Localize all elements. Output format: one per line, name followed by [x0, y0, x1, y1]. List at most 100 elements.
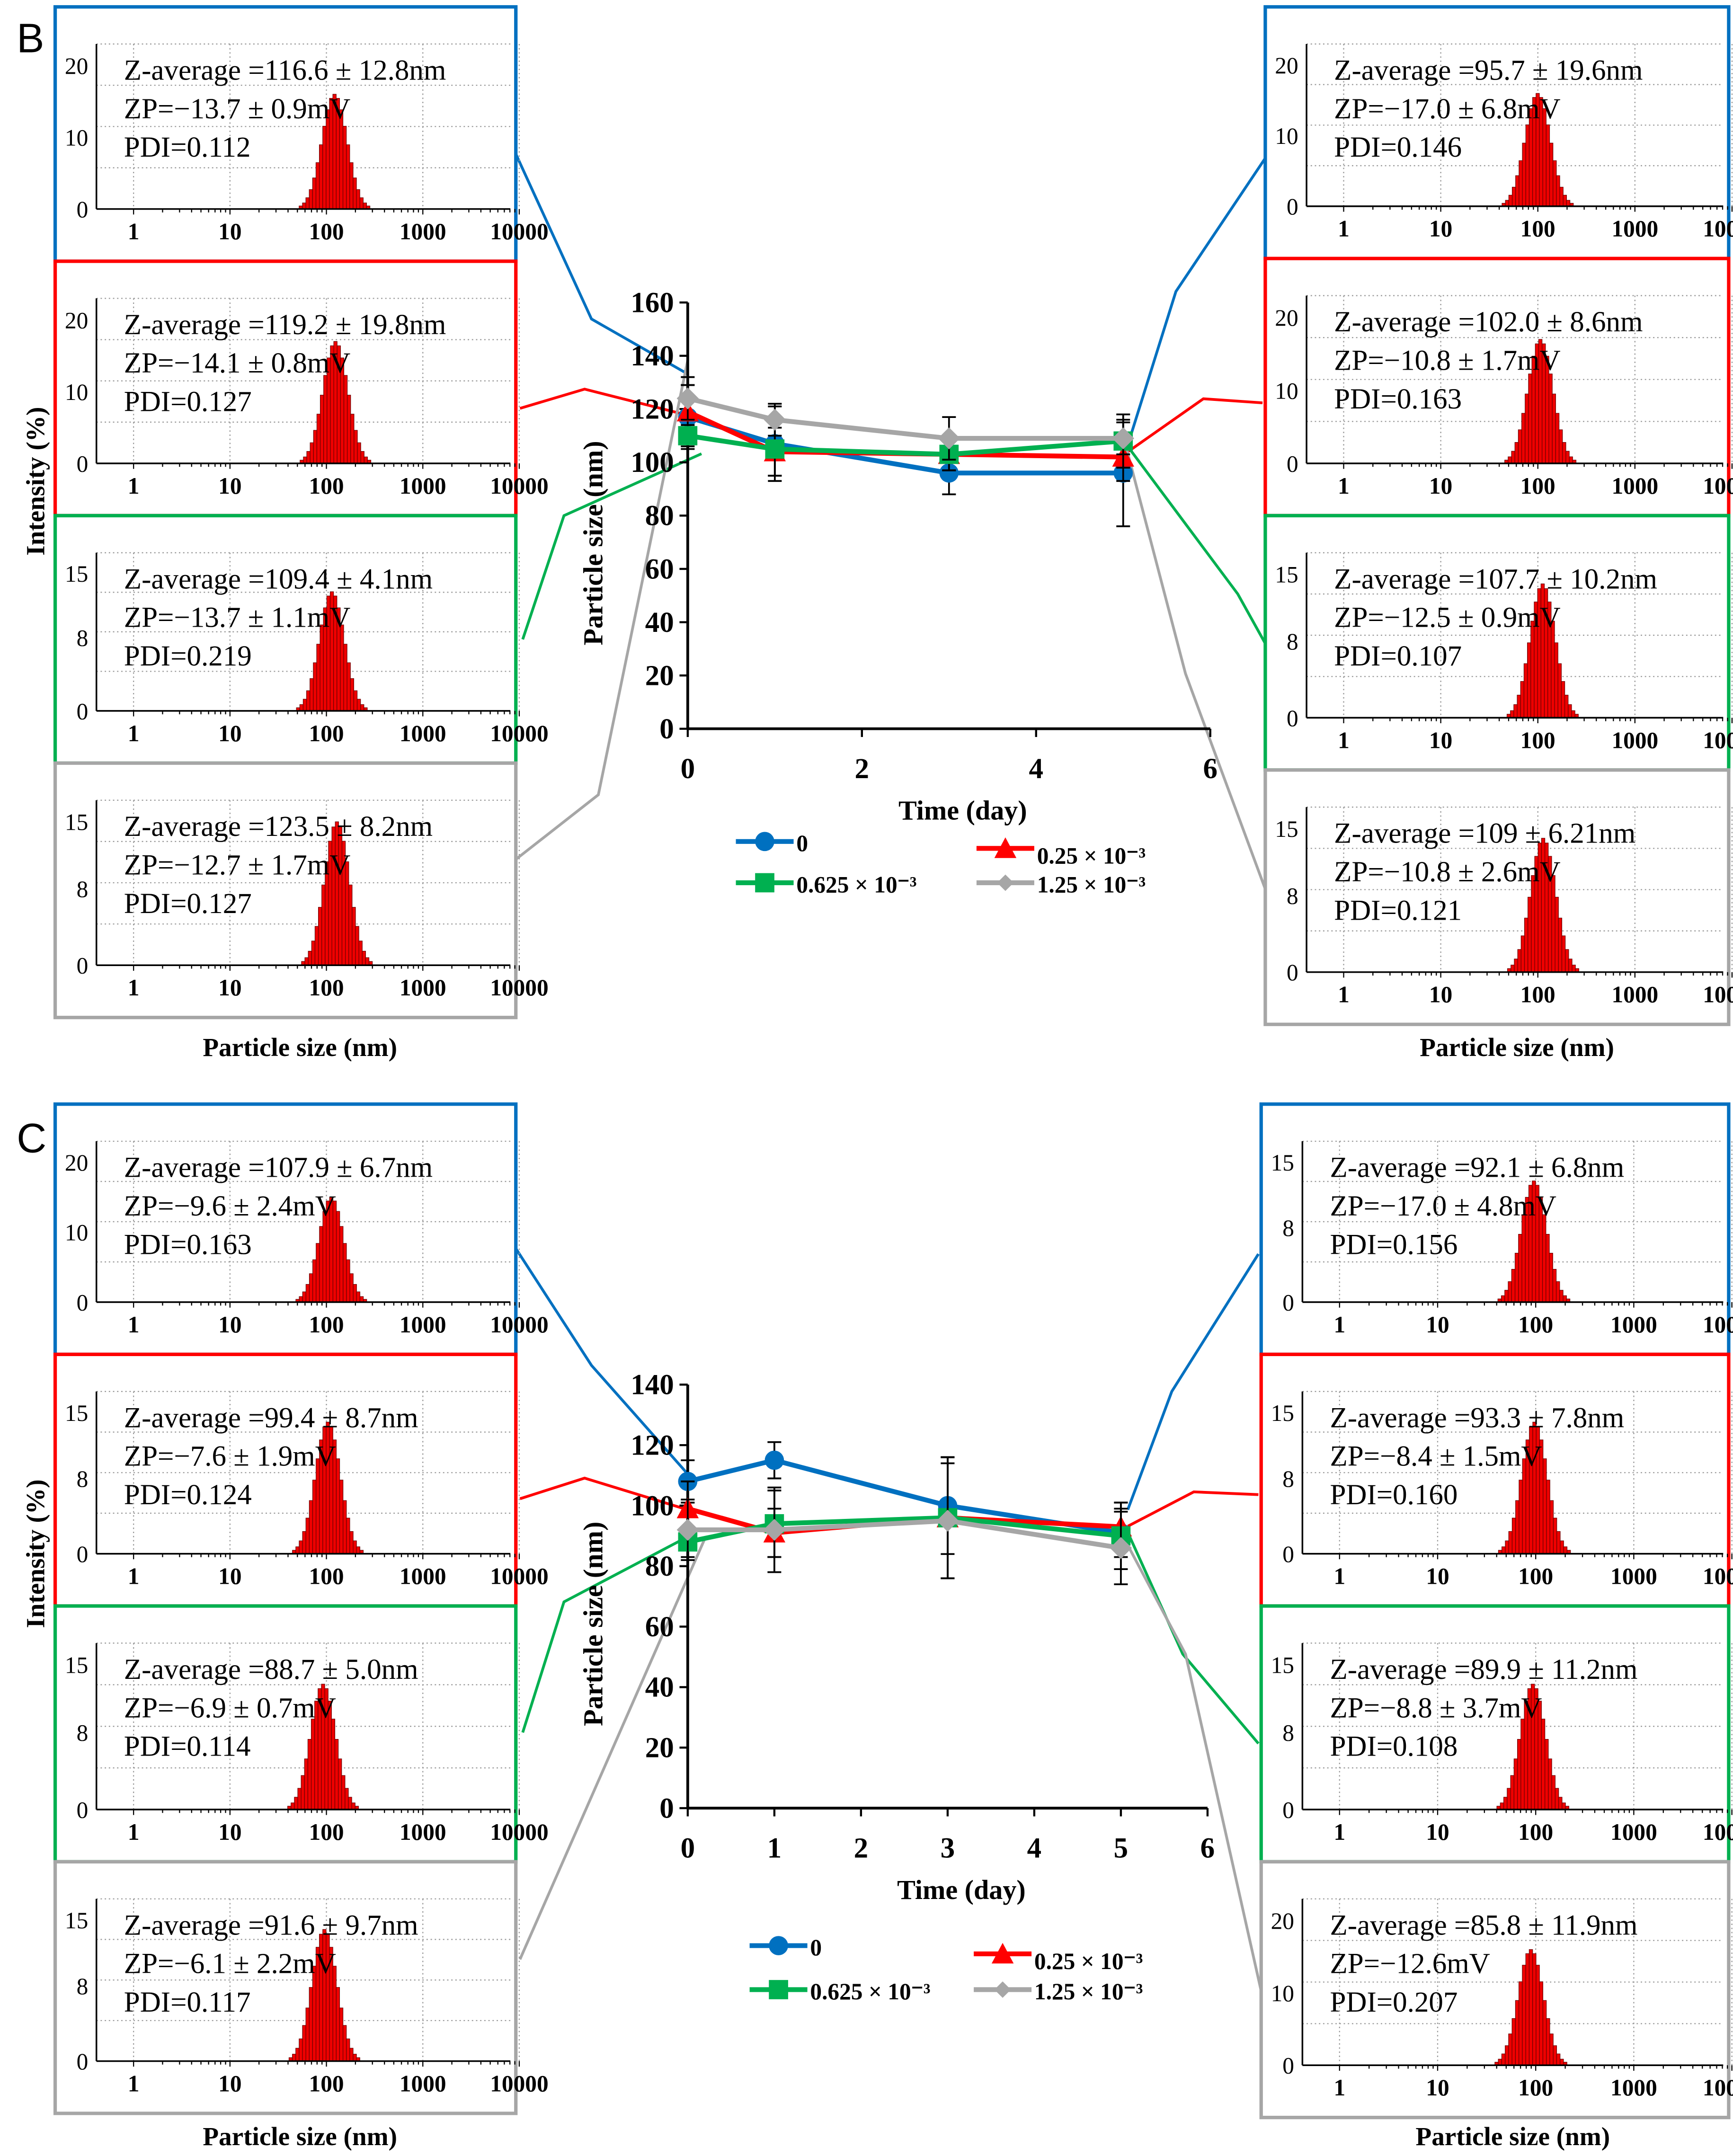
inset-border [1263, 5, 1731, 260]
histogram-bar [359, 1296, 364, 1303]
histogram-bar [311, 1719, 315, 1810]
z-average-text: Z-average =107.9 ± 6.7nm [124, 1152, 433, 1184]
y-tick-label: 140 [631, 340, 674, 372]
y-tick-label: 60 [645, 1611, 674, 1643]
x-axis-label: Time (day) [898, 795, 1027, 825]
x-tick-label: 10000 [1703, 1563, 1733, 1589]
inset-x-axis-label: Particle size (nm) [1416, 2122, 1610, 2151]
histogram-bar [340, 624, 344, 711]
y-tick-label: 0 [77, 1541, 89, 1567]
histogram-bar [1554, 642, 1558, 718]
histogram-bar [1560, 1540, 1564, 1554]
histogram-bar [338, 1758, 342, 1810]
histogram-bar [299, 704, 304, 711]
histogram-bar [338, 826, 343, 966]
data-point-diamond [936, 1509, 959, 1532]
y-tick-label: 10 [1271, 1980, 1294, 2006]
y-tick-label: 20 [65, 1150, 88, 1176]
x-tick-label: 1000 [400, 1563, 446, 1589]
y-tick-label: 0 [77, 698, 89, 724]
data-point-square [755, 873, 774, 893]
histogram-bar [1514, 1252, 1519, 1303]
histogram-bar [336, 1211, 340, 1303]
histogram-bar [347, 395, 351, 464]
histogram-bar [360, 451, 364, 464]
histogram-bar [1551, 1775, 1555, 1810]
histogram-bar [1511, 965, 1515, 973]
x-tick-label: 1000 [400, 720, 446, 746]
histogram-bar [349, 1531, 354, 1554]
size-distribution-inset: 0 8 15 1 10 100 1000 10000 Z-average =109 ± 6.21… [1263, 768, 1733, 1026]
histogram-bar [1511, 1269, 1516, 1303]
histogram-bar [312, 1259, 317, 1303]
histogram-bar [1532, 1953, 1537, 2066]
x-tick-label: 100 [1518, 1312, 1553, 1338]
connector-line [1124, 442, 1267, 644]
inset-border [53, 761, 518, 1020]
size-distribution-inset: 0 8 15 1 10 100 1000 10000 Z-average =109.4 ± 4.… [53, 514, 549, 765]
y-tick-label: 120 [631, 1429, 674, 1461]
histogram-bar [1527, 642, 1531, 718]
z-average-text: Z-average =107.7 ± 10.2nm [1334, 563, 1657, 595]
histogram-bar [299, 2038, 303, 2062]
pdi-text: PDI=0.127 [124, 888, 252, 920]
y-tick-label: 0 [77, 1797, 89, 1823]
y-tick-label: 20 [645, 1732, 674, 1764]
histogram-bar [294, 1797, 298, 1810]
histogram-bar [1548, 1758, 1552, 1810]
histogram-bar [1546, 1233, 1550, 1303]
histogram-bar [341, 1775, 346, 1810]
histogram-bar [1525, 393, 1529, 464]
size-distribution-inset: 0 10 20 1 10 100 1000 10000 Z-average =107.9 ± 6… [53, 1102, 549, 1357]
histogram-bar [1555, 896, 1559, 973]
y-tick-label: 20 [1275, 53, 1298, 79]
x-tick-label: 1 [1333, 2075, 1345, 2101]
y-tick-label: 80 [645, 500, 674, 532]
inset-border [53, 1860, 518, 2115]
data-point-circle [769, 1936, 788, 1955]
x-tick-label: 10000 [490, 1563, 548, 1589]
data-point-diamond [997, 874, 1014, 891]
pdi-text: PDI=0.160 [1330, 1479, 1457, 1511]
y-tick-label: 40 [645, 1672, 674, 1704]
inset-x-axis-label: Particle size (nm) [203, 1033, 397, 1062]
histogram-bar [1525, 1953, 1530, 2066]
x-tick-label: 1 [1333, 1312, 1345, 1338]
inset-border [53, 5, 518, 263]
y-tick-label: 160 [631, 287, 674, 319]
histogram-bar [1559, 186, 1564, 207]
histogram-bar [342, 2025, 347, 2062]
panel-label: B [17, 15, 44, 61]
histogram-bar [309, 1987, 313, 2062]
histogram-bar [348, 1797, 352, 1810]
histogram-bar [1569, 456, 1573, 464]
x-tick-label: 1000 [1611, 982, 1658, 1008]
histogram-bar [1561, 681, 1565, 718]
x-tick-label: 4 [1027, 1833, 1042, 1864]
y-tick-label: 15 [1275, 562, 1298, 588]
histogram-bar [1520, 1719, 1525, 1810]
y-tick-label: 0 [77, 196, 89, 222]
x-tick-label: 1000 [400, 2070, 446, 2096]
connector-line [1123, 157, 1267, 454]
histogram-bar [346, 1517, 350, 1554]
y-tick-label: 0 [1282, 1289, 1294, 1315]
inset-border [1263, 257, 1731, 517]
histogram-bar [1507, 1788, 1511, 1810]
histogram-bar [1515, 2000, 1520, 2066]
y-tick-label: 100 [631, 1490, 674, 1522]
legend-label: 0 [796, 830, 808, 856]
y-tick-label: 15 [1275, 816, 1298, 842]
histogram-bar [1528, 896, 1532, 973]
histogram-bar [1548, 373, 1553, 464]
inset-border [53, 259, 518, 517]
zeta-potential-text: ZP=−6.1 ± 2.2mV [124, 1948, 336, 1980]
histogram-bar [1501, 1295, 1505, 1303]
histogram-bar [353, 2054, 357, 2062]
z-average-text: Z-average =123.5 ± 8.2nm [124, 811, 433, 843]
histogram-bar [320, 395, 324, 464]
series-square [678, 413, 1133, 477]
histogram-bar [1504, 1290, 1509, 1303]
histogram-bar [1545, 1739, 1549, 1810]
